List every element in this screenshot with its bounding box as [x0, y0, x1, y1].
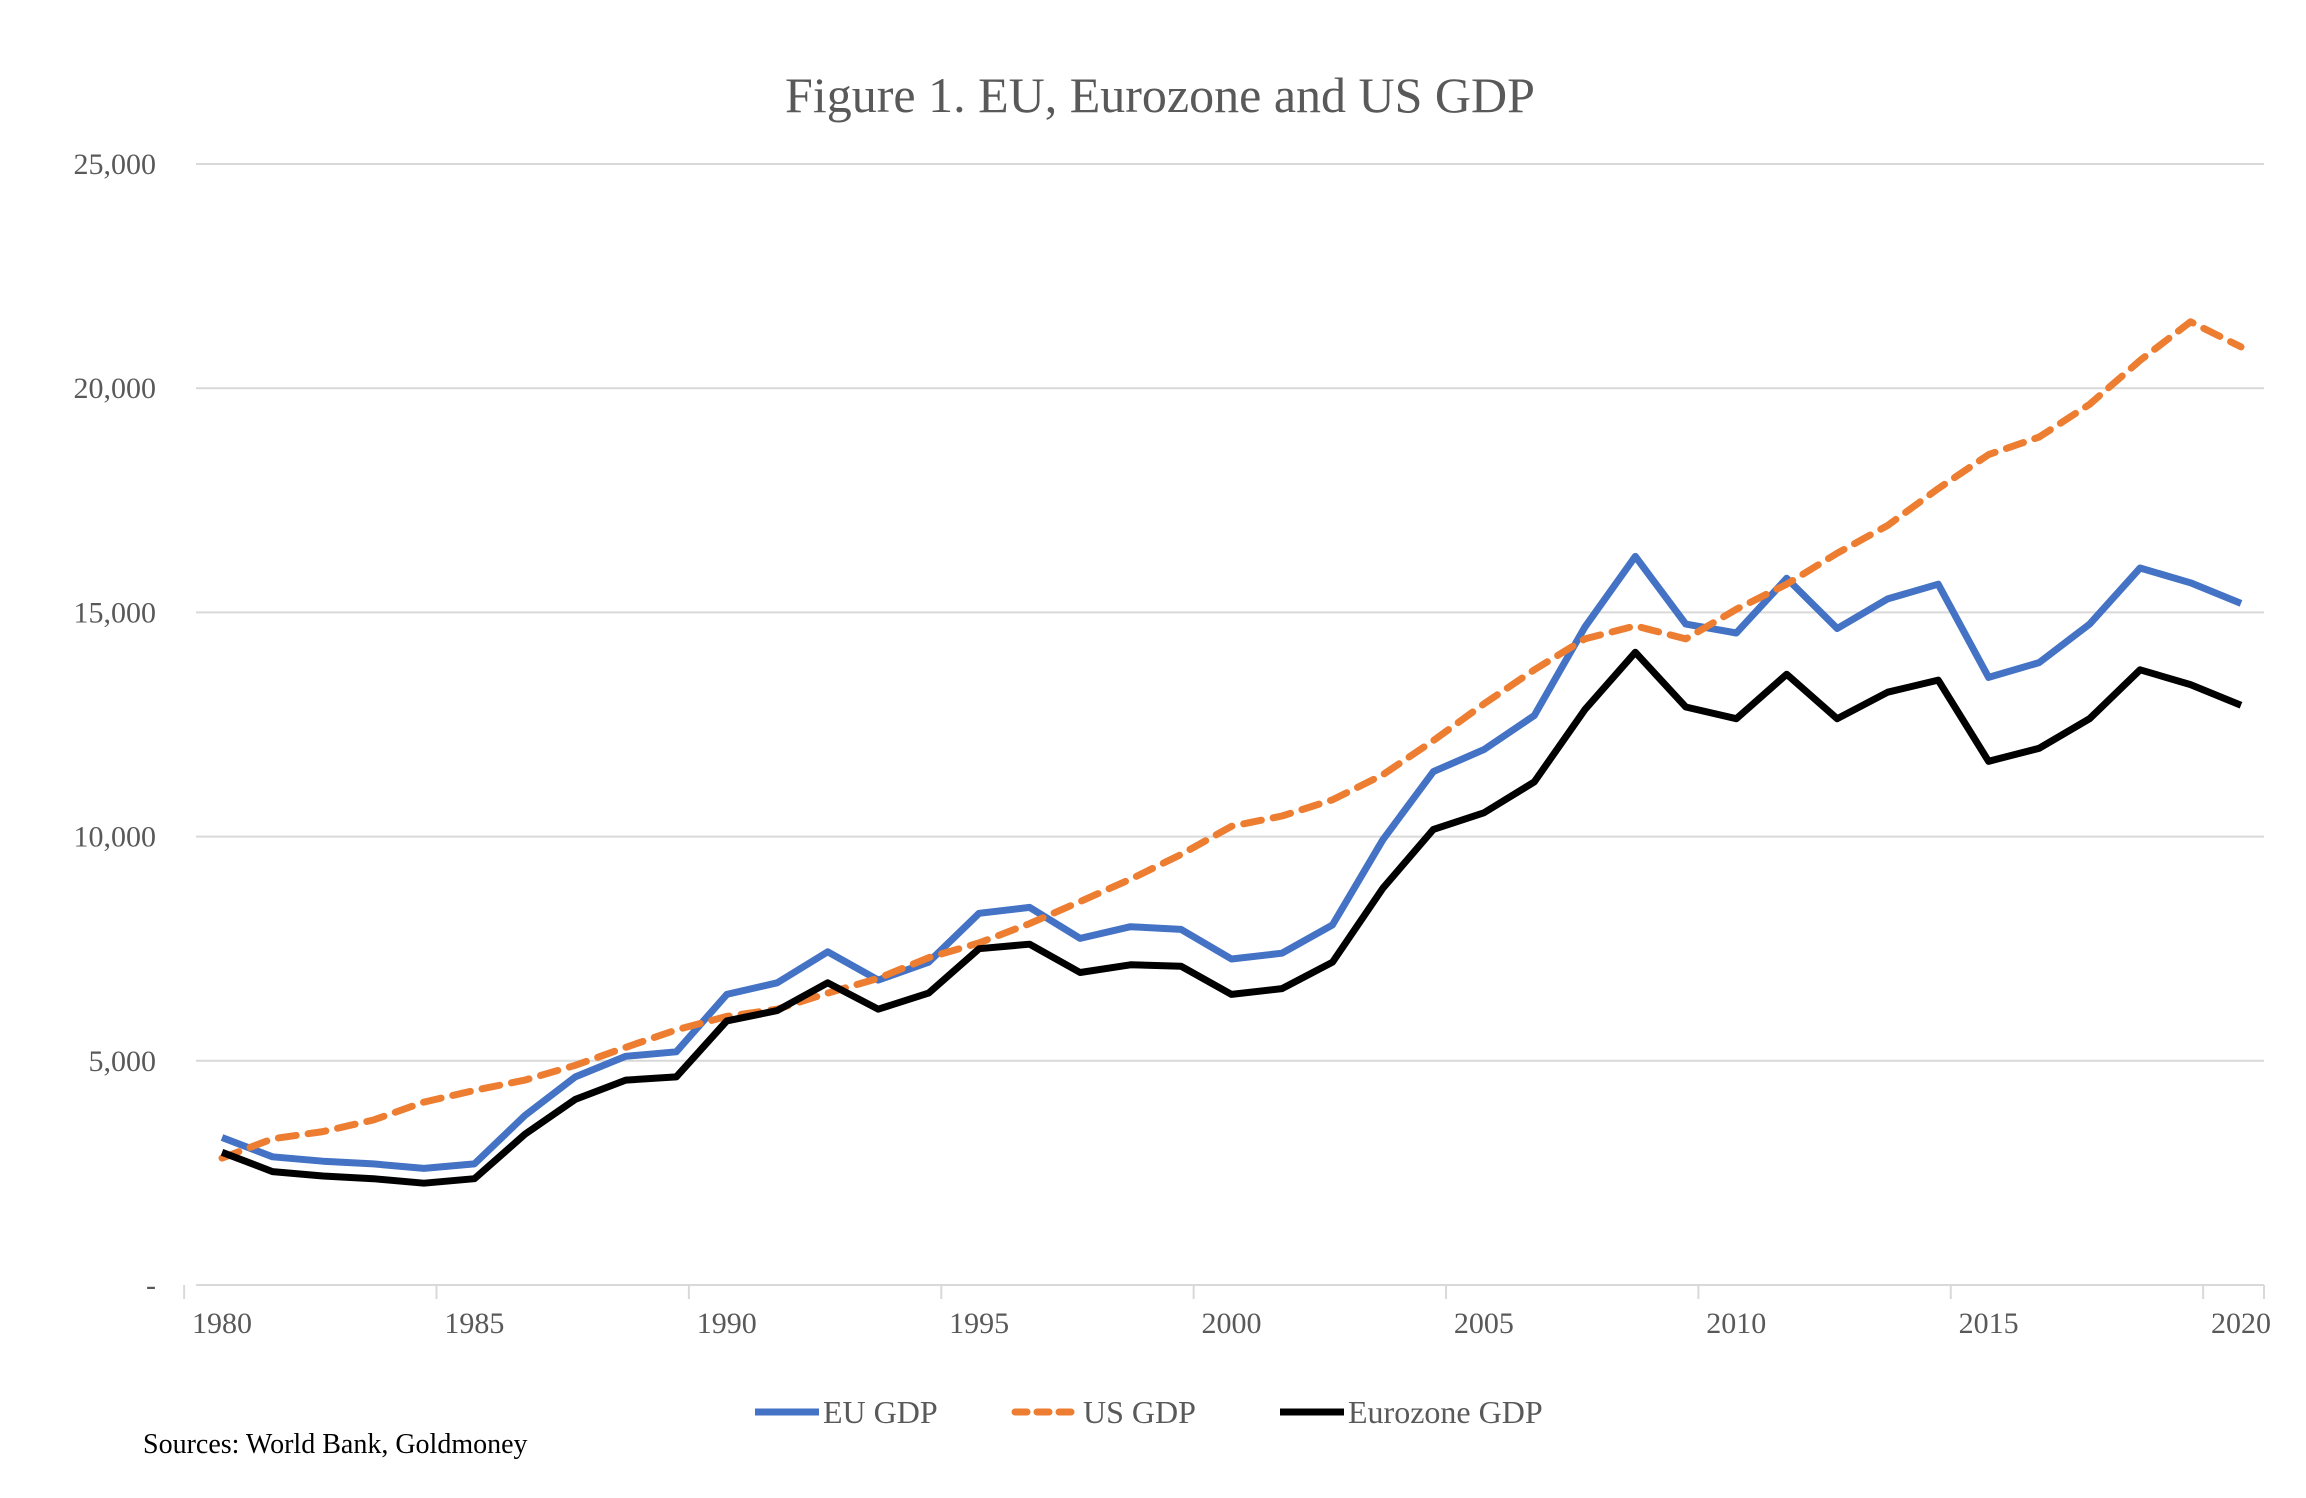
x-axis: 1980 1985 1990 1995 2000 2005 2010 2015 2020 [183, 1284, 2271, 1340]
series-lines [218, 318, 2245, 1187]
y-tick-label: 15,000 [74, 596, 157, 629]
x-tick-label: 2005 [1454, 1307, 1514, 1340]
x-tick-label: 1990 [697, 1307, 757, 1340]
y-tick-label: 25,000 [74, 148, 157, 181]
legend-label: EU GDP [823, 1394, 938, 1430]
x-tick-label: 1980 [192, 1307, 252, 1340]
x-tick-label: 2020 [2211, 1307, 2271, 1340]
x-tick-label: 1995 [949, 1307, 1009, 1340]
gridlines [196, 163, 2264, 1062]
legend-label: Eurozone GDP [1348, 1394, 1543, 1430]
series-line-eurozone-gdp [220, 648, 2243, 1187]
x-tick-label: 2015 [1959, 1307, 2019, 1340]
y-tick-label: 10,000 [74, 821, 157, 854]
x-tick-label: 1985 [444, 1307, 504, 1340]
source-note: Sources: World Bank, Goldmoney [143, 1429, 528, 1460]
y-tick-label: - [146, 1269, 156, 1302]
series-line-us-gdp [218, 318, 2245, 1162]
chart-title: Figure 1. EU, Eurozone and US GDP [785, 67, 1535, 123]
x-tick-label: 2010 [1706, 1307, 1766, 1340]
legend-label: US GDP [1083, 1394, 1196, 1430]
y-tick-label: 20,000 [74, 372, 157, 405]
x-tick-label: 2000 [1202, 1307, 1262, 1340]
series-line-eu-gdp [220, 552, 2243, 1172]
y-tick-label: 5,000 [89, 1045, 157, 1078]
y-axis-tick-labels: - 5,000 10,000 15,000 20,000 25,000 [74, 148, 157, 1302]
legend: EU GDP US GDP Eurozone GDP [755, 1394, 1543, 1430]
